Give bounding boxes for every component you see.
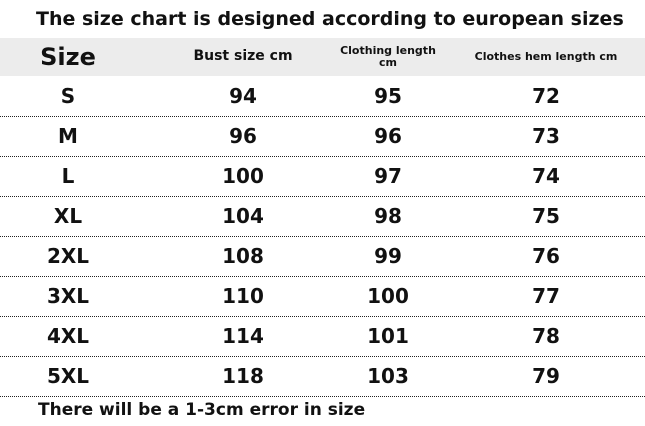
table-row: L 100 97 74: [0, 157, 645, 197]
header-cell: Bust size cm: [193, 48, 293, 65]
value-cell: 118: [222, 364, 264, 388]
table-row: 2XL 108 99 76: [0, 237, 645, 277]
value-cell: 104: [222, 204, 264, 228]
table-row: 4XL 114 101 78: [0, 317, 645, 357]
value-cell: 74: [532, 164, 560, 188]
header-cell: Clothing length cm: [340, 43, 436, 69]
title: The size chart is designed according to …: [36, 8, 624, 30]
value-cell: 101: [367, 324, 409, 348]
size-cell: 5XL: [46, 364, 90, 388]
value-cell: 78: [532, 324, 560, 348]
value-cell: 110: [222, 284, 264, 308]
value-cell: 99: [374, 244, 402, 268]
footnote: There will be a 1-3cm error in size: [38, 400, 366, 420]
value-cell: 108: [222, 244, 264, 268]
value-cell: 94: [229, 84, 257, 108]
value-cell: 79: [532, 364, 560, 388]
value-cell: 100: [367, 284, 409, 308]
value-cell: 97: [374, 164, 402, 188]
header-cell: Clothes hem length cm: [474, 49, 618, 63]
value-cell: 103: [367, 364, 409, 388]
value-cell: 73: [532, 124, 560, 148]
value-cell: 96: [229, 124, 257, 148]
value-cell: 96: [374, 124, 402, 148]
table-row: S 94 95 72: [0, 77, 645, 117]
value-cell: 95: [374, 84, 402, 108]
value-cell: 72: [532, 84, 560, 108]
value-cell: 75: [532, 204, 560, 228]
size-cell: XL: [53, 204, 83, 228]
size-cell: 2XL: [46, 244, 90, 268]
value-cell: 114: [222, 324, 264, 348]
table-row: XL 104 98 75: [0, 197, 645, 237]
value-cell: 98: [374, 204, 402, 228]
value-cell: 77: [532, 284, 560, 308]
header-row: Size Bust size cm Clothing length cm Clothe…: [0, 38, 645, 76]
value-cell: 100: [222, 164, 264, 188]
size-cell: 3XL: [46, 284, 90, 308]
table-row: M 96 96 73: [0, 117, 645, 157]
size-cell: M: [58, 124, 78, 148]
size-cell: L: [61, 164, 75, 188]
size-cell: 4XL: [46, 324, 90, 348]
table-row: 5XL 118 103 79: [0, 357, 645, 397]
value-cell: 76: [532, 244, 560, 268]
size-cell: S: [60, 84, 76, 108]
header-cell: Size: [40, 42, 96, 71]
table-row: 3XL 110 100 77: [0, 277, 645, 317]
